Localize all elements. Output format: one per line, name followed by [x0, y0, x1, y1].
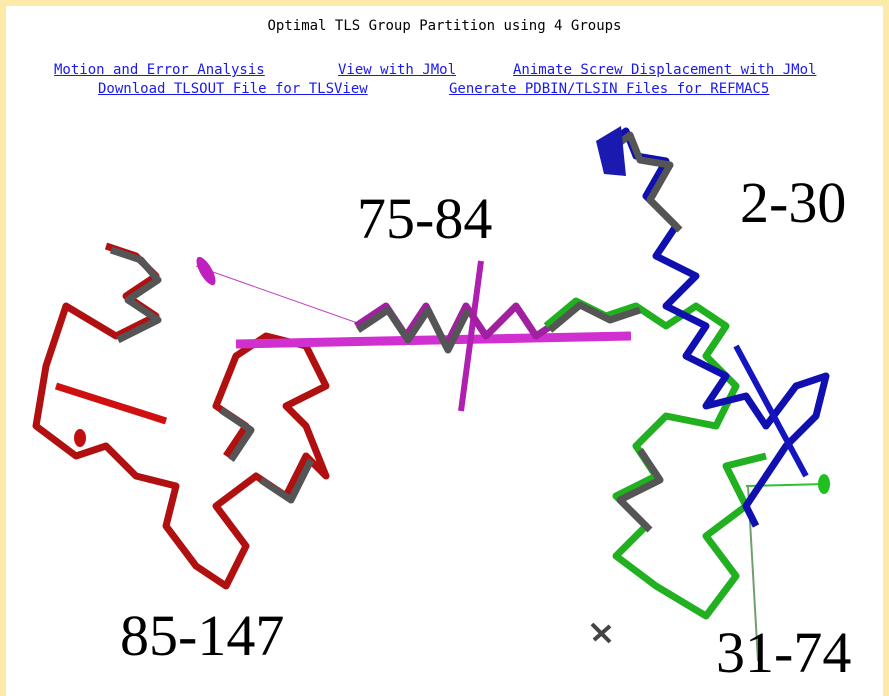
- magenta-domain: [193, 254, 631, 411]
- screw-axis: [236, 336, 631, 344]
- group-label: 75-84: [357, 186, 492, 251]
- group-label: 2-30: [740, 170, 846, 235]
- screw-axis: [56, 386, 166, 421]
- page-body: Optimal TLS Group Partition using 4 Grou…: [0, 0, 889, 696]
- structure-image: 75-84 2-30 85-147 31-74: [6, 6, 883, 696]
- group-label: 31-74: [716, 620, 851, 685]
- group-label: 85-147: [120, 603, 284, 668]
- blob: [596, 126, 626, 176]
- marker: [193, 254, 219, 288]
- marker: [74, 429, 86, 447]
- page: Optimal TLS Group Partition using 4 Grou…: [6, 6, 883, 696]
- connector: [196, 266, 366, 326]
- marker: [592, 624, 610, 642]
- marker: [818, 474, 830, 494]
- screw-axis: [736, 346, 806, 476]
